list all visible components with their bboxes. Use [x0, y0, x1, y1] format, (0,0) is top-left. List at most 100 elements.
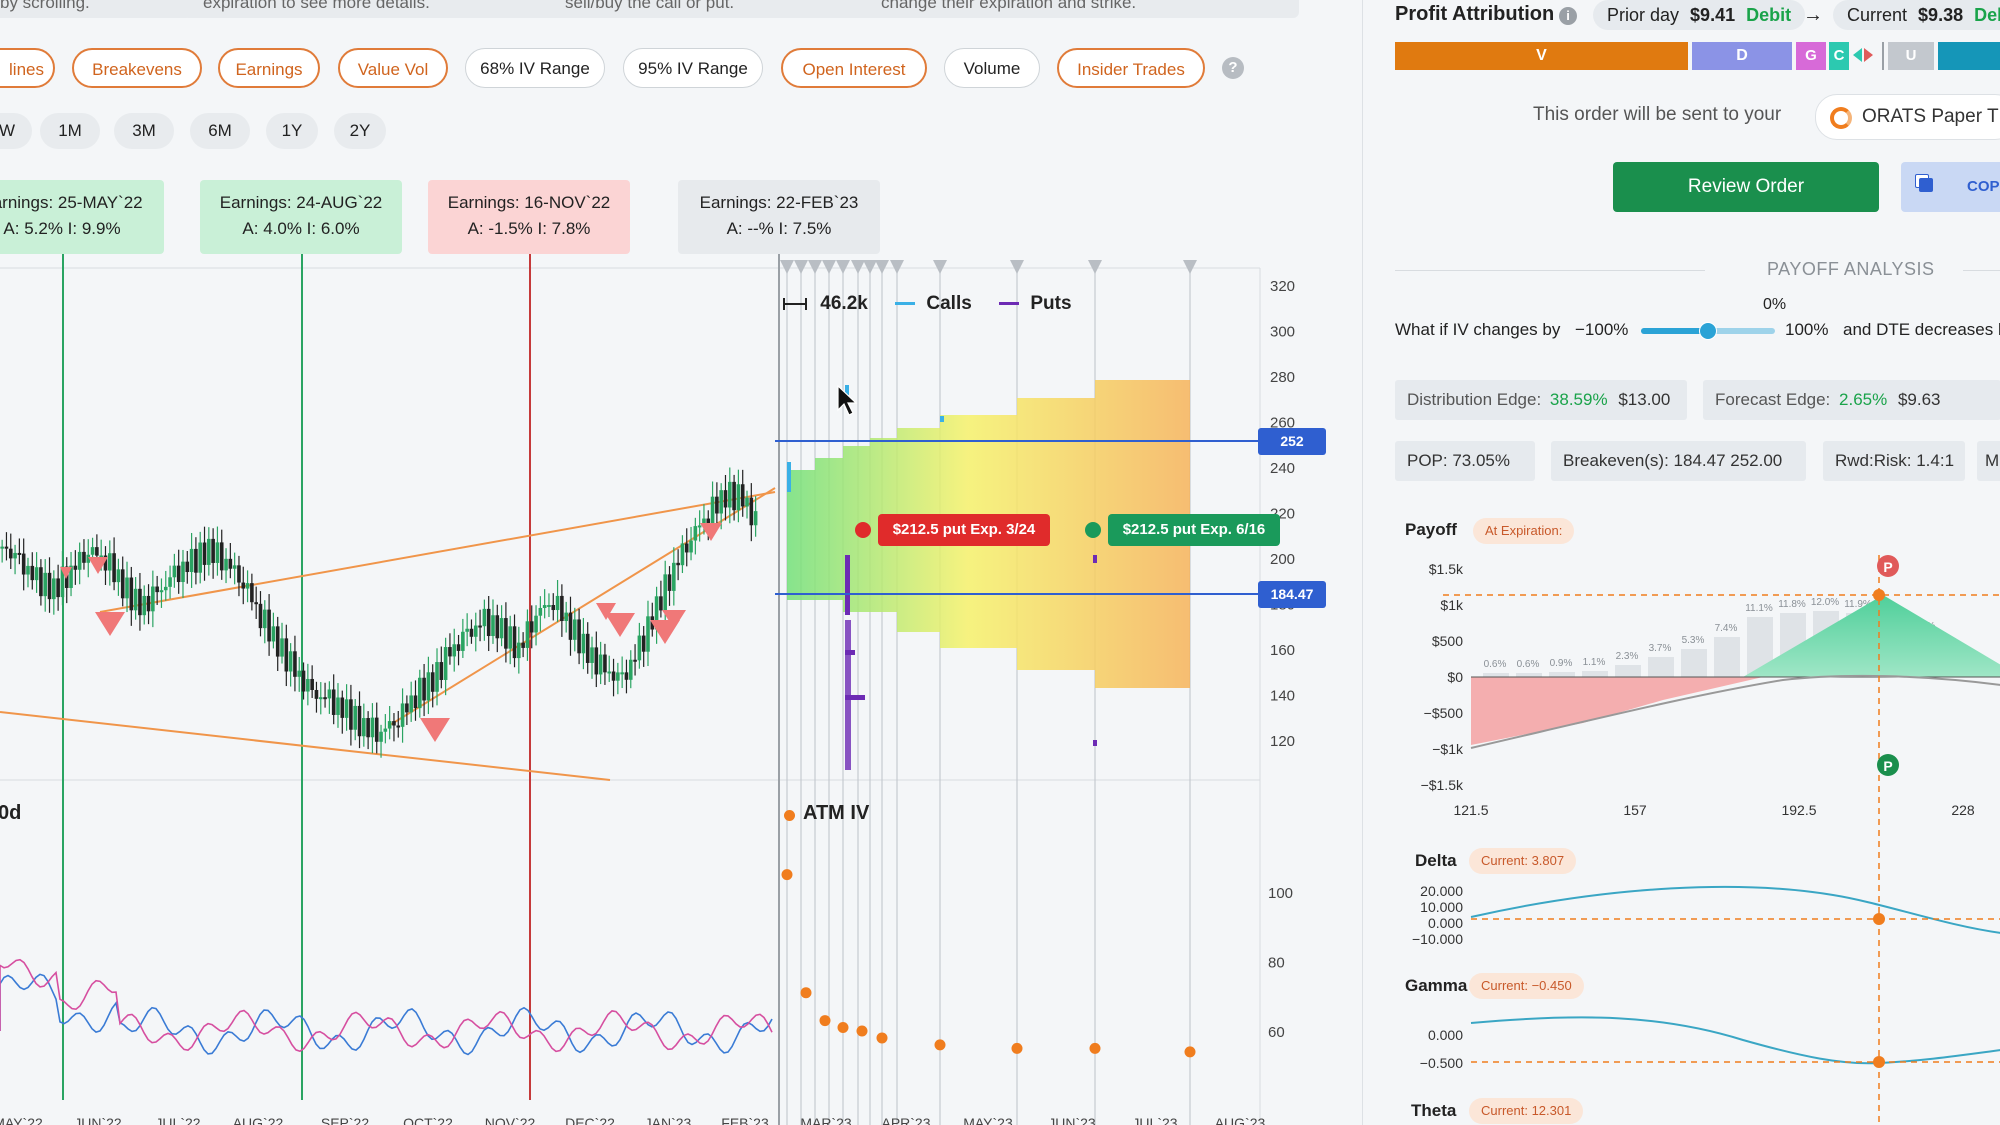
earnings-box-may22[interactable]: Earnings: 25-MAY`22 A: 5.2% I: 9.9% — [0, 180, 164, 254]
iv-point — [856, 1025, 868, 1037]
iv-tick-label: 60 — [1268, 1024, 1285, 1041]
probability-label: 2.3% — [1616, 651, 1639, 662]
p-marker-bottom[interactable] — [1877, 754, 1899, 776]
candle-body — [56, 578, 60, 598]
earnings-box-aug22[interactable]: Earnings: 24-AUG`22 A: 4.0% I: 6.0% — [200, 180, 402, 254]
x-axis-label: MAY`23 — [963, 1115, 1013, 1125]
attribution-segment-extra[interactable] — [1938, 42, 2000, 70]
toggle-lines[interactable]: lines — [0, 48, 55, 88]
attribution-segment-c[interactable]: C — [1829, 42, 1849, 70]
attribution-segment-d[interactable]: D — [1692, 42, 1792, 70]
candle-body — [172, 565, 177, 578]
candle-body — [456, 644, 461, 651]
timeframe-3m[interactable]: 3M — [114, 113, 174, 149]
iv-history-line — [0, 973, 773, 1056]
toggle-volume[interactable]: Volume — [944, 48, 1040, 88]
candle-body — [297, 670, 302, 677]
candle-body — [409, 695, 413, 713]
timeframe-2y[interactable]: 2Y — [334, 113, 386, 149]
probability-label: 7.4% — [1715, 623, 1738, 634]
probability-label: 12.0% — [1811, 597, 1839, 608]
probability-bar — [1582, 671, 1608, 677]
attribution-segment-v[interactable]: V — [1395, 42, 1688, 70]
x-axis-label: NOV`22 — [485, 1115, 536, 1125]
payoff-y-axis: $1.5k $1k $500 $0 −$500 −$1k −$1.5k — [1421, 561, 1464, 793]
current-value: $9.38 — [1918, 5, 1964, 25]
expiration-marker-icon — [822, 260, 836, 274]
insider-marker — [60, 567, 72, 579]
earnings-box-feb23[interactable]: Earnings: 22-FEB`23 A: --% I: 7.5% — [678, 180, 880, 254]
expiration-marker-icon — [933, 260, 947, 274]
chart-legend: 46.2k Calls Puts — [783, 290, 1072, 318]
x-axis-label: FEB`23 — [721, 1115, 769, 1125]
earnings-box-nov22[interactable]: Earnings: 16-NOV`22 A: -1.5% I: 7.8% — [428, 180, 630, 254]
x-axis-label: JAN`23 — [645, 1115, 692, 1125]
toggle-insider-trades[interactable]: Insider Trades — [1057, 48, 1205, 88]
expiration-marker-icon — [851, 260, 865, 274]
timeframe-w[interactable]: W — [0, 113, 32, 149]
help-icon[interactable]: ? — [1222, 57, 1244, 79]
candle-body — [8, 548, 13, 559]
candle-body — [611, 671, 616, 681]
payoff-chart[interactable]: $1.5k $1k $500 $0 −$500 −$1k −$1.5k 0.6% 0.6% 0.… — [1363, 535, 2000, 1125]
legend-puts[interactable]: Puts — [1030, 293, 1072, 314]
legend-calls[interactable]: Calls — [926, 293, 972, 314]
toggle-earnings[interactable]: Earnings — [218, 48, 320, 88]
gamma-label: Gamma — [1405, 976, 1468, 995]
candle-body — [706, 518, 711, 525]
expiration-markers[interactable] — [780, 260, 1197, 274]
candle-body — [469, 628, 474, 637]
gamma-tick: −0.500 — [1420, 1055, 1463, 1071]
candle-body — [715, 496, 719, 514]
p-marker-top[interactable] — [1877, 555, 1899, 577]
candle-body — [159, 590, 164, 593]
copy-button[interactable]: COP — [1901, 162, 2000, 212]
leg-tag-put-6-16[interactable]: $212.5 put Exp. 6/16 — [1108, 514, 1280, 546]
info-icon[interactable]: i — [1559, 7, 1577, 25]
delta-badge: Current: 3.807 — [1469, 848, 1577, 874]
iv-slider-handle[interactable] — [1699, 322, 1717, 340]
price-chart[interactable]: 320300280260240220200180160140120 100806… — [0, 0, 1362, 1125]
iv-point — [800, 987, 812, 999]
candle-body — [702, 518, 706, 526]
probability-label: 11.1% — [1745, 603, 1773, 614]
hint-sellbuy: sell/buy the call or put. — [545, 0, 871, 18]
insider-marker — [88, 557, 108, 574]
earnings-title: Earnings: 25-MAY`22 — [0, 193, 143, 212]
candle-body — [224, 558, 228, 571]
candle-body — [667, 574, 672, 591]
candle-body — [594, 647, 599, 675]
forecast-edge-pct: 2.65% — [1839, 390, 1888, 409]
leg-tag-put-3-24[interactable]: $212.5 put Exp. 3/24 — [878, 514, 1050, 546]
candle-body — [116, 569, 121, 583]
y-tick-label: 140 — [1270, 688, 1295, 705]
timeframe-1m[interactable]: 1M — [40, 113, 100, 149]
candle-body — [198, 542, 203, 573]
toggle-value-vol[interactable]: Value Vol — [338, 48, 448, 88]
iv-point — [1089, 1042, 1101, 1054]
toggle-95-iv-range[interactable]: 95% IV Range — [623, 48, 763, 88]
broker-chip[interactable]: ORATS Paper T — [1815, 94, 2000, 140]
timeframe-6m[interactable]: 6M — [190, 113, 250, 149]
current-type: Debit — [1974, 5, 2000, 25]
y-tick-label: 240 — [1270, 460, 1295, 477]
y-tick-label: 120 — [1270, 733, 1295, 750]
toggle-68-iv-range[interactable]: 68% IV Range — [465, 48, 605, 88]
attribution-segment-u[interactable]: U — [1888, 42, 1934, 70]
attribution-segment-g[interactable]: G — [1796, 42, 1826, 70]
order-note: This order will be sent to your — [1533, 104, 1782, 125]
toggle-breakevens[interactable]: Breakevens — [72, 48, 202, 88]
oi-bar — [845, 650, 855, 655]
iv-point — [837, 1022, 849, 1034]
gamma-badge: Current: −0.450 — [1469, 973, 1584, 999]
insider-marker — [605, 613, 635, 637]
payoff-x-tick: 121.5 — [1453, 802, 1488, 818]
candle-body — [646, 616, 650, 652]
review-order-button[interactable]: Review Order — [1613, 162, 1879, 212]
earnings-stats: A: -1.5% I: 7.8% — [467, 219, 591, 238]
timeframe-1y[interactable]: 1Y — [266, 113, 318, 149]
toggle-open-interest[interactable]: Open Interest — [781, 48, 927, 88]
candle-body — [163, 586, 168, 591]
candle-body — [293, 651, 297, 677]
